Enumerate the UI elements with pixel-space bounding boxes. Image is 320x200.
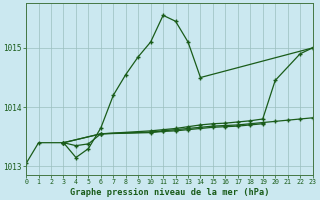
X-axis label: Graphe pression niveau de la mer (hPa): Graphe pression niveau de la mer (hPa)	[69, 188, 269, 197]
